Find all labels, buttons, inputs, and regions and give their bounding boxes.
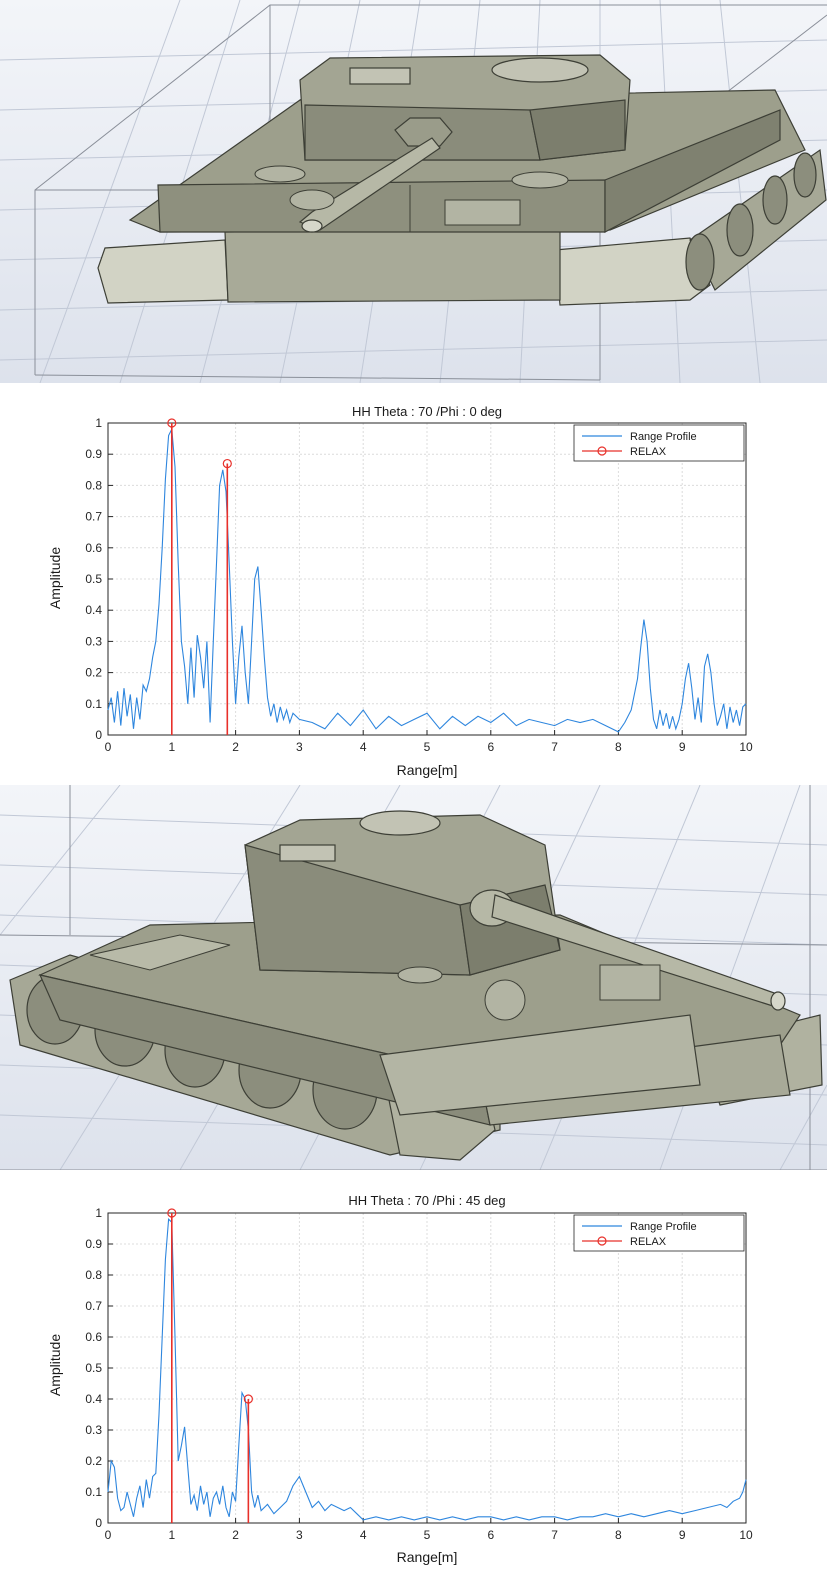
hull-details [89,934,661,1021]
x-tick-label: 1 [168,740,175,754]
y-tick-label: 0.8 [85,1268,102,1282]
range-profile-chart-phi-0: HH Theta : 70 /Phi : 0 deg Amplitude Ran… [0,383,827,785]
x-tick-label: 4 [360,740,367,754]
tank-turret [244,810,561,976]
y-tick-label: 0.5 [85,1361,102,1375]
tank-gun [298,137,441,233]
legend: Range Profile RELAX [573,424,745,462]
chart-svg-phi-45: HH Theta : 70 /Phi : 45 deg Amplitude Ra… [47,1193,753,1565]
x-tick-label: 6 [487,1528,494,1542]
x-tick-label: 1 [168,1528,175,1542]
x-tick-label: 5 [424,1528,431,1542]
x-tick-label: 4 [360,1528,367,1542]
y-tick-label: 1 [95,416,102,430]
x-tick-label: 3 [296,1528,303,1542]
x-tick-label: 0 [105,1528,112,1542]
x-tick-label: 2 [232,1528,239,1542]
y-tick-label: 0.9 [85,1237,102,1251]
y-tick-label: 0.2 [85,666,102,680]
x-tick-label: 10 [739,1528,753,1542]
x-axis-label: Range[m] [397,762,458,778]
legend-marker-relax [597,1236,607,1246]
legend-label-relax: RELAX [630,446,667,458]
tank-turret [299,54,631,161]
y-tick-label: 0.1 [85,1485,102,1499]
tank-model-phi-0 [0,0,827,383]
x-tick-label: 8 [615,740,622,754]
x-tick-label: 8 [615,1528,622,1542]
y-tick-label: 0.7 [85,1299,102,1313]
relax-marker [167,418,177,428]
x-tick-label: 10 [739,740,753,754]
tank-model-phi-45 [0,785,827,1170]
x-tick-label: 6 [487,740,494,754]
y-tick-label: 0.9 [85,447,102,461]
x-tick-label: 9 [679,740,686,754]
tank-tracks [97,148,827,306]
x-tick-label: 0 [105,740,112,754]
hull-details [254,165,569,232]
relax-marker [243,1394,253,1404]
x-tick-label: 9 [679,1528,686,1542]
chart-title: HH Theta : 70 /Phi : 45 deg [348,1193,505,1208]
legend-marker-relax [597,446,607,456]
y-tick-label: 0.3 [85,1423,102,1437]
y-tick-label: 0.2 [85,1454,102,1468]
tank-gun [469,889,786,1011]
y-tick-label: 0.7 [85,510,102,524]
x-tick-label: 3 [296,740,303,754]
x-tick-label: 5 [424,740,431,754]
x-tick-label: 7 [551,740,558,754]
range-profile-line [107,1217,747,1521]
y-tick-label: 0.3 [85,634,102,648]
plot-area [108,1213,746,1523]
x-axis-label: Range[m] [397,1549,458,1565]
relax-marker [222,458,232,469]
y-tick-label: 0.5 [85,572,102,586]
y-tick-label: 0 [95,728,102,742]
tank-figure-phi-0 [0,0,827,383]
y-tick-label: 0.8 [85,478,102,492]
y-tick-label: 0.1 [85,697,102,711]
x-tick-label: 2 [232,740,239,754]
y-axis-label: Amplitude [47,547,63,609]
y-tick-label: 0.6 [85,541,102,555]
legend-label-relax: RELAX [630,1236,667,1248]
y-tick-label: 0.4 [85,603,102,617]
y-tick-label: 0 [95,1516,102,1530]
range-profile-chart-phi-45: HH Theta : 70 /Phi : 45 deg Amplitude Ra… [0,1170,827,1570]
y-tick-label: 0.4 [85,1392,102,1406]
legend-label-range-profile: Range Profile [630,431,697,443]
y-tick-label: 0.6 [85,1330,102,1344]
relax-marker [167,1208,177,1218]
x-tick-label: 7 [551,1528,558,1542]
y-tick-label: 1 [95,1206,102,1220]
chart-svg-phi-0: HH Theta : 70 /Phi : 0 deg Amplitude Ran… [47,404,753,778]
tank-figure-phi-45 [0,785,827,1170]
y-axis-label: Amplitude [47,1334,63,1396]
legend-label-range-profile: Range Profile [630,1221,697,1233]
chart-title: HH Theta : 70 /Phi : 0 deg [352,404,502,419]
legend: Range Profile RELAX [573,1214,745,1252]
